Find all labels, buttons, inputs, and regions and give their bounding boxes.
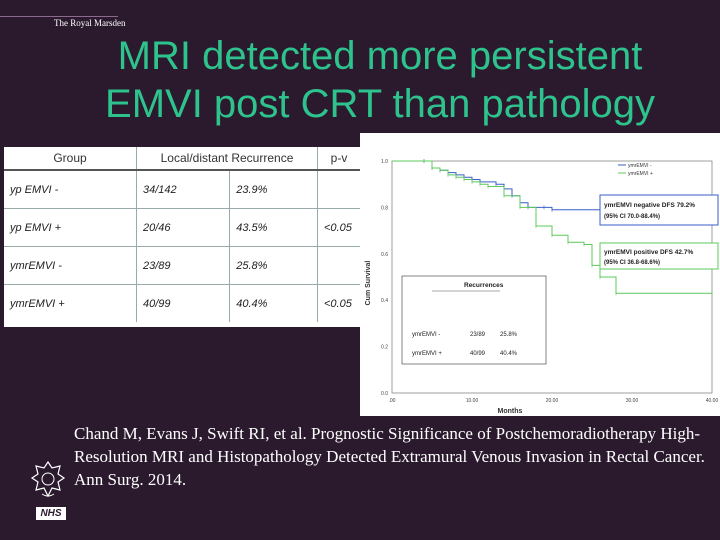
group-cell: yp EMVI + <box>4 208 137 247</box>
p-cell <box>317 246 360 285</box>
ratio-cell: 40/99 <box>135 284 230 322</box>
crest-icon <box>30 460 66 498</box>
x-tick-label: 20.00 <box>546 398 559 404</box>
p-cell <box>317 169 360 209</box>
col-p-header: p-v <box>317 147 360 171</box>
y-axis-label: Cum Survival <box>365 261 372 306</box>
citation: Chand M, Evans J, Swift RI, et al. Progn… <box>74 424 705 489</box>
recurrence-ratio: 40/99 <box>470 351 486 357</box>
x-axis-label: Months <box>498 408 523 415</box>
brand-rule <box>0 16 118 17</box>
y-tick-label: 0.6 <box>381 252 388 258</box>
brand-name: The Royal Marsden <box>54 18 126 28</box>
x-tick-label: .00 <box>389 398 396 404</box>
col-recurrence-header: Local/distant Recurrence <box>136 147 318 171</box>
group-cell: ymrEMVI - <box>4 246 137 285</box>
x-tick-label: 10.00 <box>466 398 479 404</box>
pct-cell: 23.9% <box>229 169 318 209</box>
p-cell: <0.05 <box>317 208 360 247</box>
plot-frame <box>391 160 713 394</box>
table-row: yp EMVI + 20/46 43.5% <0.05 <box>4 208 360 247</box>
positive-dfs-callout: ymrEMVI positive DFS 42.7% (95% CI 36.8-… <box>599 242 719 270</box>
slide-title: MRI detected more persistent EMVI post C… <box>60 32 700 128</box>
col-group-header: Group <box>4 147 137 171</box>
recurrence-ratio: 23/89 <box>470 332 486 338</box>
pct-cell: 25.8% <box>229 246 318 285</box>
y-tick-label: 0.2 <box>381 345 388 351</box>
y-tick-label: 1.0 <box>381 159 388 165</box>
recurrences-box: Recurrences ymrEMVI - 23/89 25.8% ymrEMV… <box>401 275 547 365</box>
group-cell: ymrEMVI + <box>4 284 137 322</box>
pct-cell: 43.5% <box>229 208 318 247</box>
x-tick-label: 40.00 <box>706 398 719 404</box>
p-cell: <0.05 <box>317 284 360 322</box>
table-row: yp EMVI - 34/142 23.9% <box>4 169 360 209</box>
recurrences-title: Recurrences <box>464 282 504 289</box>
survival-chart: 0.0 0.2 0.4 0.6 0.8 1.0 .00 10.00 20.00 30.00 40.0… <box>360 133 720 416</box>
slide-title-line-2: EMVI post CRT than pathology <box>105 82 655 126</box>
recurrence-group: ymrEMVI + <box>412 351 442 357</box>
recurrence-group: ymrEMVI - <box>412 332 440 338</box>
recurrence-pct: 25.8% <box>500 332 518 338</box>
ratio-cell: 23/89 <box>135 246 230 285</box>
negative-dfs-ci: (95% CI 70.0-88.4%) <box>604 214 660 220</box>
table-row: ymrEMVI - 23/89 25.8% <box>4 246 360 285</box>
slide-title-line-1: MRI detected more persistent <box>117 34 643 78</box>
negative-dfs-callout: ymrEMVI negative DFS 79.2% (95% CI 70.0-… <box>599 194 719 226</box>
pct-cell: 40.4% <box>229 284 318 322</box>
positive-dfs-ci: (95% CI 36.8-68.6%) <box>604 260 660 266</box>
table-header-row: Group Local/distant Recurrence p-v <box>4 147 360 171</box>
ratio-cell: 34/142 <box>135 169 230 209</box>
group-cell: yp EMVI - <box>4 169 137 209</box>
legend: ymrEMVI - ymrEMVI + <box>618 163 653 177</box>
recurrence-table: Group Local/distant Recurrence p-v yp EM… <box>4 147 360 327</box>
ratio-cell: 20/46 <box>135 208 230 247</box>
y-tick-label: 0.4 <box>381 298 388 304</box>
legend-label-negative: ymrEMVI - <box>628 163 652 169</box>
table-row: ymrEMVI + 40/99 40.4% <0.05 <box>4 284 360 322</box>
legend-label-positive: ymrEMVI + <box>628 171 653 177</box>
positive-dfs-title: ymrEMVI positive DFS 42.7% <box>604 249 693 256</box>
recurrence-pct: 40.4% <box>500 351 518 357</box>
nhs-logo: NHS <box>36 507 66 520</box>
negative-dfs-title: ymrEMVI negative DFS 79.2% <box>604 202 695 209</box>
y-tick-label: 0.0 <box>381 391 388 397</box>
survival-line-positive <box>392 160 712 294</box>
survival-chart-svg: 0.0 0.2 0.4 0.6 0.8 1.0 .00 10.00 20.00 30.00 40.0… <box>365 159 719 415</box>
x-tick-label: 30.00 <box>626 398 639 404</box>
y-tick-label: 0.8 <box>381 205 388 211</box>
